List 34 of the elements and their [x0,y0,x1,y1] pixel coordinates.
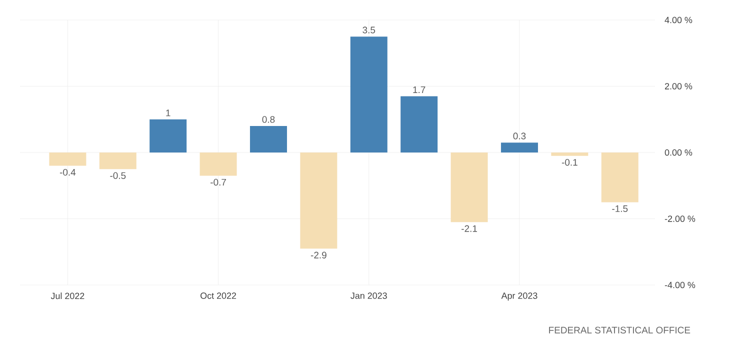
data-label: -0.4 [60,168,76,176]
bar [300,152,338,249]
data-label: -0.7 [210,178,226,186]
bar [450,152,488,222]
y-tick-label: -2.00 % [664,216,696,222]
data-label: 3.5 [362,26,376,34]
bar [99,152,136,170]
bar [200,152,237,176]
y-tick-label: 0.00 % [664,149,692,156]
data-label: -0.5 [110,172,126,179]
data-label: 1.7 [413,86,426,93]
data-label: -2.9 [310,252,326,258]
data-label: 1 [166,110,170,116]
y-tick-label: -4.00 % [664,282,696,288]
data-label: 0.8 [262,116,275,123]
bar [350,36,388,152]
data-label: -2.1 [462,225,477,232]
bar [400,96,438,152]
x-tick-label: Jan 2023 [350,292,387,299]
bar [500,142,538,152]
bar [49,152,86,166]
text: FEDERAL STATISTICAL OFFICE [549,326,690,334]
data-label: 0.3 [513,132,526,140]
x-tick-label: Apr 2023 [501,292,538,301]
bar [601,152,638,202]
bar [551,152,588,156]
y-tick-label: 4.00 % [664,16,692,24]
x-tick-label: Jul 2022 [50,292,84,300]
bar [250,126,287,152]
data-label: -0.1 [562,159,578,166]
bar [150,119,187,152]
y-tick-label: 2.00 % [664,83,692,90]
x-tick-label: Oct 2022 [200,292,236,299]
data-label: -1.5 [612,205,628,212]
